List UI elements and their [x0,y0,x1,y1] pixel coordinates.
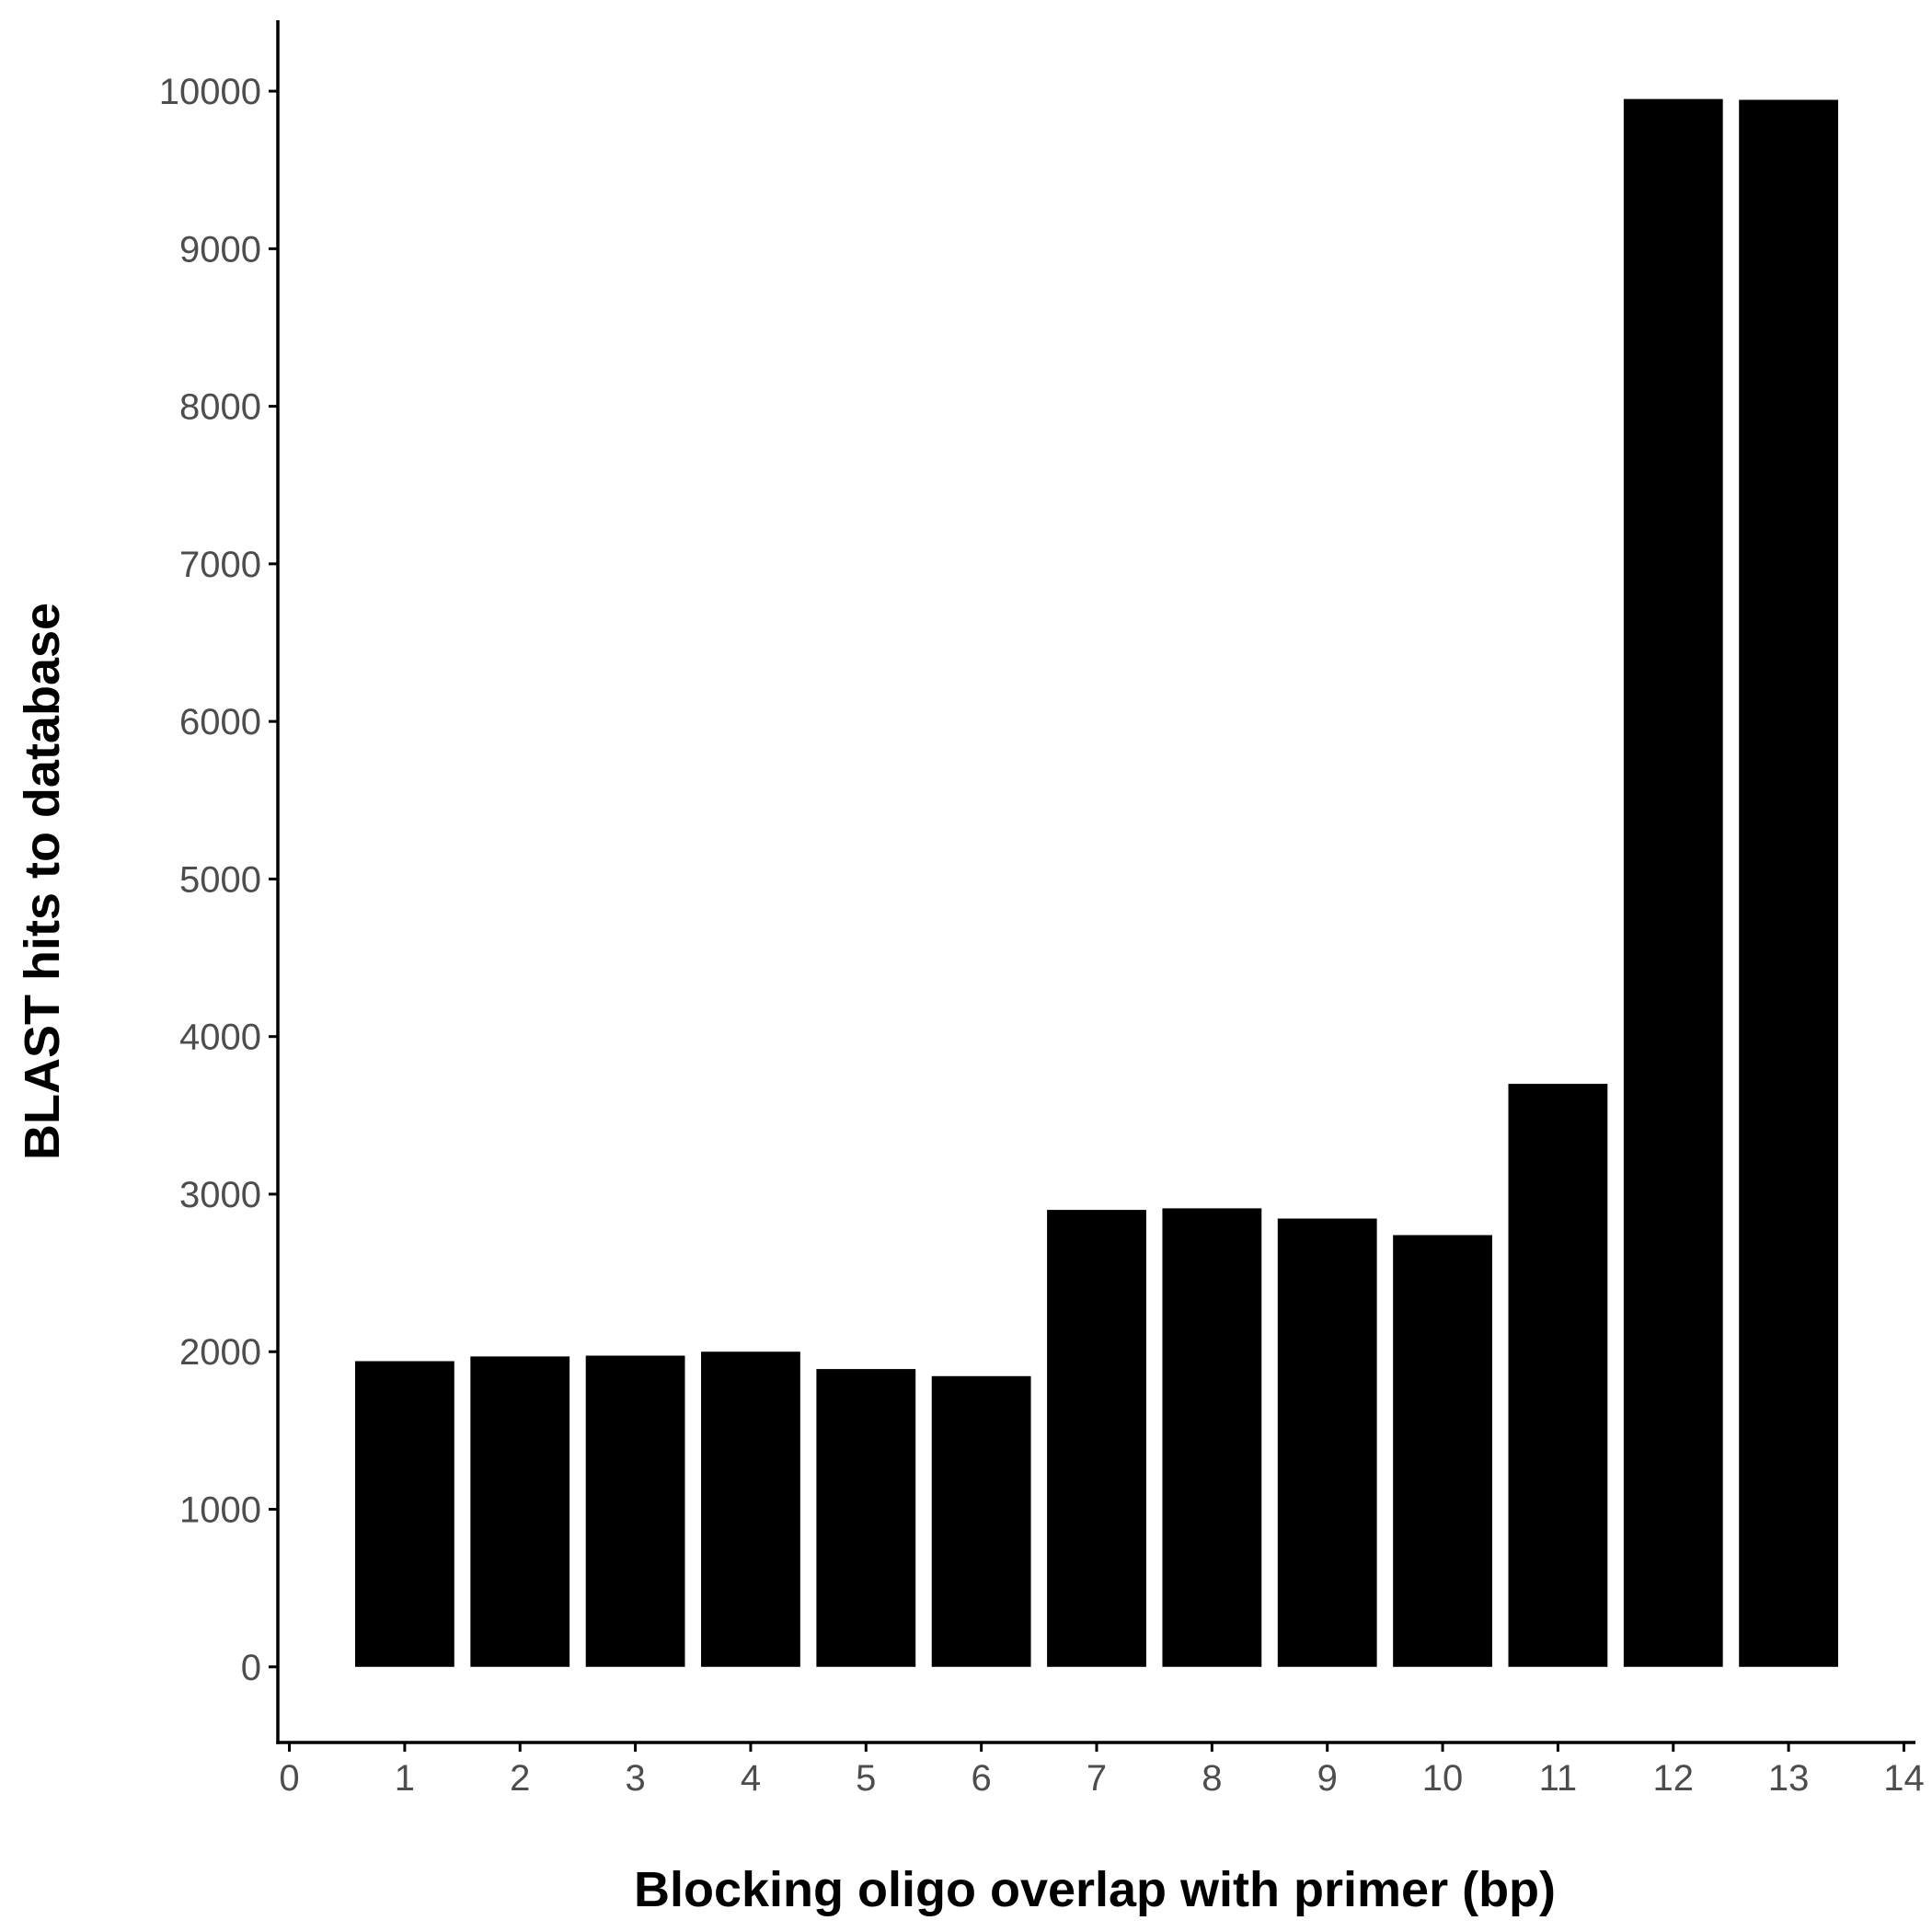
bar-1 [354,1361,454,1667]
y-tick-label: 10000 [159,72,261,112]
x-axis-ticks: 0 1 2 3 4 5 6 7 8 9 10 11 12 13 14 [279,1742,1925,1799]
y-tick-label: 9000 [179,229,261,270]
y-tick-label: 2000 [179,1332,261,1373]
bar-4 [701,1351,800,1667]
y-tick-label: 3000 [179,1175,261,1215]
y-axis-title: BLAST hits to database [15,603,70,1160]
x-axis-title: Blocking oligo overlap with primer (bp) [634,1862,1556,1917]
bar-13 [1739,99,1839,1667]
y-tick-label: 7000 [179,545,261,585]
x-tick-label: 8 [1202,1758,1222,1799]
bar-2 [470,1356,570,1667]
y-tick-label: 6000 [179,702,261,742]
y-tick-label: 4000 [179,1018,261,1058]
x-tick-label: 0 [279,1758,299,1799]
bar-9 [1277,1218,1377,1667]
bar-7 [1047,1210,1146,1667]
x-tick-label: 14 [1883,1758,1925,1799]
y-tick-label: 0 [241,1648,261,1688]
x-tick-label: 6 [972,1758,992,1799]
x-tick-label: 12 [1653,1758,1695,1799]
y-tick-label: 8000 [179,387,261,428]
bar-11 [1508,1084,1608,1667]
x-tick-label: 4 [741,1758,761,1799]
bar-3 [585,1355,685,1667]
bars-group [354,98,1839,1667]
x-tick-label: 5 [856,1758,876,1799]
y-tick-label: 5000 [179,859,261,900]
bar-12 [1623,98,1723,1667]
bar-8 [1162,1208,1262,1667]
x-tick-label: 2 [510,1758,530,1799]
bar-5 [816,1369,916,1667]
y-axis-ticks: 0 1000 2000 3000 4000 5000 6000 7000 8000 9000 100… [159,72,278,1688]
x-tick-label: 7 [1087,1758,1107,1799]
bar-6 [931,1375,1031,1667]
x-tick-label: 3 [625,1758,645,1799]
x-tick-label: 11 [1539,1758,1578,1799]
x-tick-label: 9 [1317,1758,1338,1799]
bar-10 [1393,1235,1492,1667]
x-tick-label: 1 [395,1758,415,1799]
y-tick-label: 1000 [179,1490,261,1531]
x-tick-label: 10 [1422,1758,1464,1799]
x-tick-label: 13 [1768,1758,1810,1799]
